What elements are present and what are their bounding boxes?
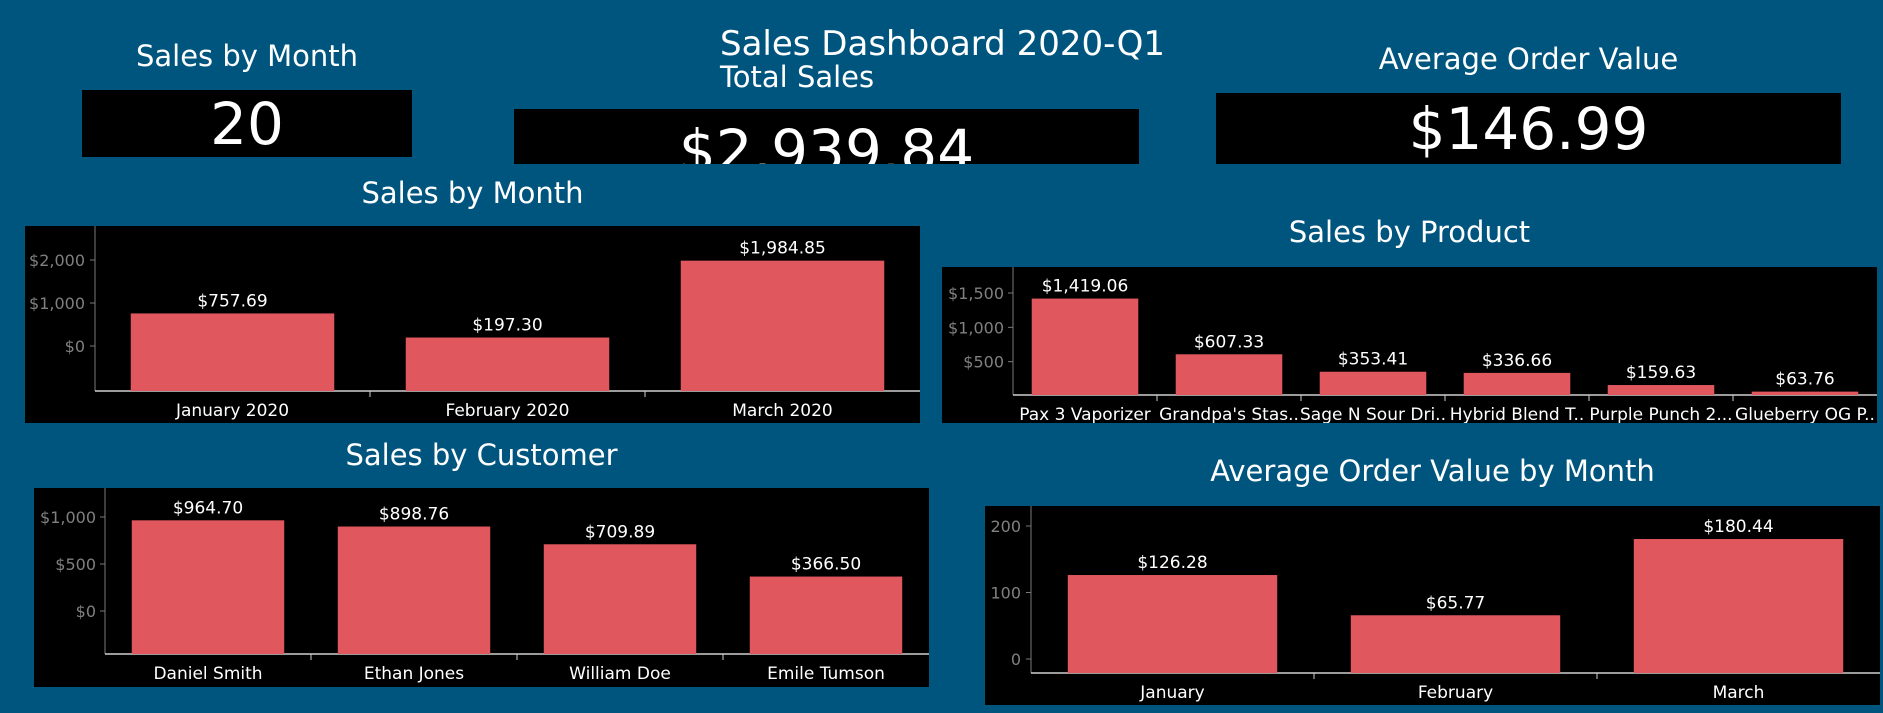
kpi-orders-title: Sales by Month [135,39,359,73]
x-tick-label: Purple Punch 2... [1589,405,1732,423]
data-label: $964.70 [173,498,243,518]
x-tick-label: Pax 3 Vaporizer [1019,405,1151,423]
data-label: $180.44 [1703,517,1773,537]
dashboard-title: Sales Dashboard 2020-Q1 [720,24,1166,64]
chart-sales-by-month-svg: $0 $1,000 $2,000 $757.69 January 2020 $197.30… [29,226,920,421]
bar [1633,539,1844,673]
bar [1607,385,1715,395]
chart-sales-by-product-svg: $500 $1,000 $1,500 $1,419.06 Pax 3 Vaporizer… [948,267,1877,423]
chart-aov-by-month-svg: 0 100 200 $126.28 January $65.77 February $180.… [990,506,1880,703]
data-label: $63.76 [1775,370,1834,390]
chart-sales-by-customer-svg: $0 $500 $1,000 $964.70 Daniel Smith $898.76 Et… [40,488,929,684]
data-label: $126.28 [1137,553,1207,573]
chart-title-sales-by-product: Sales by Product [1288,215,1531,249]
x-tick-label: Grandpa's Stas.. [1159,405,1299,423]
y-tick-label: $1,500 [948,284,1004,303]
x-tick-label: March [1713,683,1765,703]
data-label: $709.89 [585,522,655,542]
y-tick-label: $1,000 [29,294,85,313]
data-label: $1,984.85 [739,239,826,259]
kpi-orders-value: 20 [210,90,284,157]
y-tick-label: $2,000 [29,251,85,270]
x-tick-label: January [1139,683,1204,703]
chart-title-sales-by-customer: Sales by Customer [345,438,618,472]
data-label: $607.33 [1194,332,1264,352]
x-tick-label: Ethan Jones [364,664,464,684]
x-tick-label: February [1418,683,1493,703]
bar [1751,391,1859,395]
x-tick-label: March 2020 [732,401,833,421]
y-tick-label: 100 [990,584,1021,603]
bar [680,260,885,391]
kpi-total-sales-value: $2,939.84 [678,116,975,165]
kpi-aov-box: $146.99 [1216,93,1841,164]
kpi-aov-value: $146.99 [1408,94,1649,163]
chart-title-aov-by-month: Average Order Value by Month [1210,454,1655,488]
y-tick-label: $1,000 [948,318,1004,337]
y-tick-label: 200 [990,517,1021,536]
kpi-total-sales-title: Total Sales [720,60,875,94]
x-tick-label: Glueberry OG P.. [1735,405,1875,423]
x-tick-label: January 2020 [175,401,289,421]
y-tick-label: $0 [65,337,85,356]
data-label: $65.77 [1426,593,1485,613]
x-tick-label: Daniel Smith [153,664,262,684]
bar [1067,575,1278,673]
chart-sales-by-customer: $0 $500 $1,000 $964.70 Daniel Smith $898.76 Et… [34,488,929,687]
y-tick-label: $500 [963,353,1004,372]
y-tick-label: $0 [76,602,96,621]
x-tick-label: William Doe [569,664,671,684]
chart-sales-by-month: $0 $1,000 $2,000 $757.69 January 2020 $197.30… [25,226,920,423]
x-tick-label: February 2020 [446,401,570,421]
bar [1319,371,1427,395]
kpi-aov-title: Average Order Value [1378,42,1679,76]
data-label: $366.50 [791,555,861,575]
chart-title-sales-by-month: Sales by Month [361,176,584,210]
y-tick-label: $1,000 [40,508,96,527]
y-tick-label: $500 [55,555,96,574]
data-label: $1,419.06 [1042,277,1129,297]
kpi-orders-box: 20 [82,90,412,157]
bar [1175,354,1283,395]
chart-sales-by-product: $500 $1,000 $1,500 $1,419.06 Pax 3 Vaporizer… [942,267,1877,423]
data-label: $159.63 [1626,363,1696,383]
bar [405,337,610,391]
bar [337,526,491,654]
x-tick-label: Hybrid Blend T.. [1450,405,1585,423]
kpi-total-sales-box: $2,939.84 [514,109,1139,164]
bar [1350,615,1561,673]
data-label: $336.66 [1482,351,1552,371]
data-label: $353.41 [1338,350,1408,370]
bar [543,544,697,654]
chart-aov-by-month: 0 100 200 $126.28 January $65.77 February $180.… [985,506,1880,705]
bar [131,520,285,654]
x-tick-label: Sage N Sour Dri.. [1300,405,1446,423]
data-label: $898.76 [379,505,449,525]
bar [130,313,335,391]
y-tick-label: 0 [1011,650,1021,669]
bar [1031,298,1139,395]
data-label: $197.30 [472,316,542,336]
x-tick-label: Emile Tumson [767,664,885,684]
data-label: $757.69 [197,291,267,311]
bar [749,576,903,654]
bar [1463,372,1571,395]
